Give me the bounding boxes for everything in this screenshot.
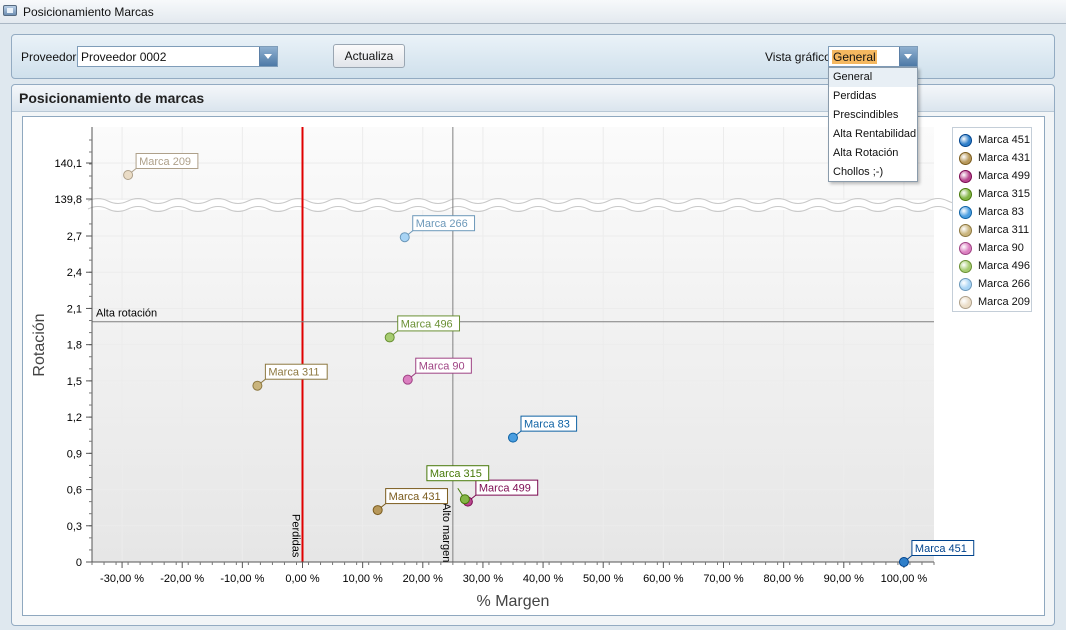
vista-option[interactable]: Alta Rentabilidad xyxy=(833,128,917,140)
legend-label: Marca 315 xyxy=(978,188,1030,200)
legend-swatch xyxy=(959,188,972,201)
vista-option[interactable]: Prescindibles xyxy=(833,109,899,121)
vista-label: Vista gráfico xyxy=(765,50,831,64)
legend-swatch xyxy=(959,296,972,309)
proveedor-value: Proveedor 0002 xyxy=(81,50,167,64)
proveedor-combo[interactable]: Proveedor 0002 xyxy=(77,46,278,67)
vista-option[interactable]: Alta Rotación xyxy=(833,147,899,159)
proveedor-label: Proveedor: xyxy=(21,50,80,64)
chart-frame xyxy=(22,116,1045,616)
legend-swatch xyxy=(959,278,972,291)
chevron-down-icon[interactable] xyxy=(259,47,277,66)
chart-legend: Marca 451 Marca 431 Marca 499 Marca 315 Marc… xyxy=(952,127,1032,312)
window-icon xyxy=(3,5,17,16)
window-titlebar: Posicionamiento Marcas xyxy=(0,0,1066,24)
legend-swatch xyxy=(959,170,972,183)
legend-swatch xyxy=(959,134,972,147)
legend-label: Marca 311 xyxy=(978,224,1030,236)
vista-option[interactable]: General xyxy=(829,68,917,87)
vista-option[interactable]: Chollos ;-) xyxy=(833,166,884,178)
legend-label: Marca 499 xyxy=(978,170,1030,182)
legend-swatch xyxy=(959,224,972,237)
window-title: Posicionamiento Marcas xyxy=(23,5,154,19)
legend-swatch xyxy=(959,206,972,219)
legend-label: Marca 83 xyxy=(978,206,1024,218)
chevron-down-icon[interactable] xyxy=(899,47,917,66)
vista-option[interactable]: Perdidas xyxy=(833,90,877,102)
actualiza-button[interactable]: Actualiza xyxy=(333,44,405,68)
legend-swatch xyxy=(959,260,972,273)
legend-label: Marca 90 xyxy=(978,242,1024,254)
legend-label: Marca 209 xyxy=(978,296,1030,308)
vista-dropdown-list[interactable]: General Perdidas Prescindibles Alta Rentabi… xyxy=(828,67,918,182)
legend-swatch xyxy=(959,152,972,165)
legend-label: Marca 451 xyxy=(978,134,1030,146)
vista-value: General xyxy=(832,50,877,64)
legend-swatch xyxy=(959,242,972,255)
vista-combo[interactable]: General xyxy=(828,46,918,67)
filter-toolbar: Proveedor: Proveedor 0002 Actualiza Vist… xyxy=(11,34,1055,79)
legend-label: Marca 431 xyxy=(978,152,1030,164)
legend-label: Marca 266 xyxy=(978,278,1030,290)
panel-title: Posicionamiento de marcas xyxy=(19,90,205,106)
legend-label: Marca 496 xyxy=(978,260,1030,272)
